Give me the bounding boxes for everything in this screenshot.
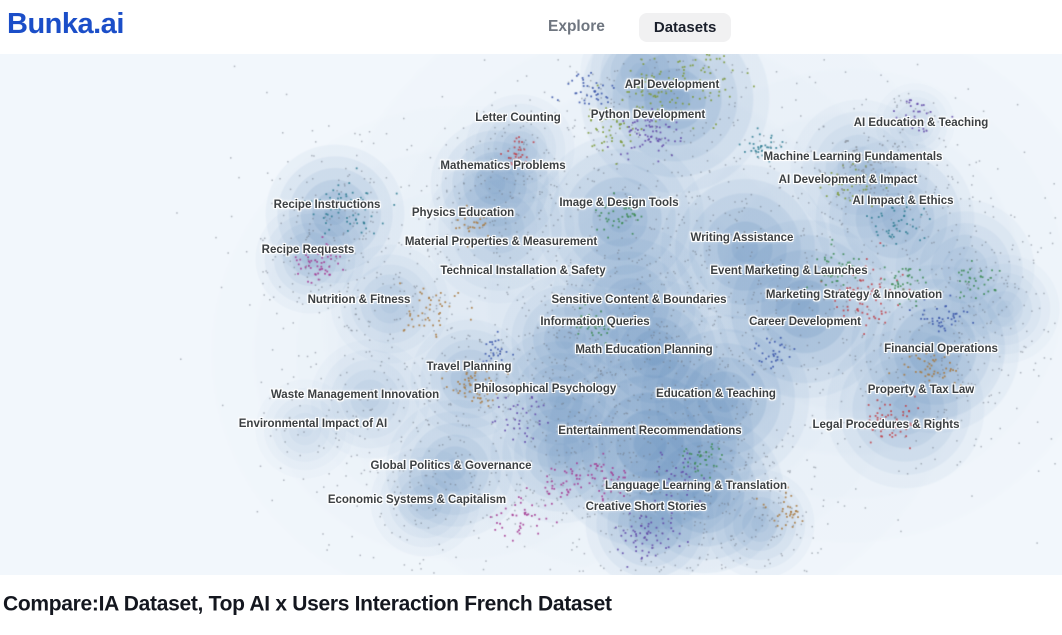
topic-label[interactable]: Education & Teaching [656,388,776,400]
topic-labels-layer: API Development Python Development Letter … [0,54,1062,575]
topic-label[interactable]: Career Development [749,316,861,328]
topic-map[interactable]: API Development Python Development Letter … [0,54,1062,575]
topic-label[interactable]: Language Learning & Translation [604,480,788,492]
topic-label[interactable]: Creative Short Stories [585,501,707,513]
footer: Compare:IA Dataset, Top AI x Users Inter… [0,575,1062,635]
nav-tab-explore[interactable]: Explore [548,18,605,35]
nav-tab-datasets[interactable]: Datasets [638,12,732,42]
topic-label[interactable]: Material Properties & Measurement [404,236,598,248]
topic-label[interactable]: Information Queries [540,316,650,328]
topic-label[interactable]: Travel Planning [426,361,512,373]
topic-label[interactable]: Property & Tax Law [867,384,975,396]
topic-label[interactable]: Sensitive Content & Boundaries [551,294,727,306]
compare-title: Compare:IA Dataset, Top AI x Users Inter… [3,592,612,616]
topic-label[interactable]: Python Development [590,109,706,121]
topic-label[interactable]: Math Education Planning [575,344,713,356]
density-scatter-canvas[interactable] [0,54,1062,575]
topic-label[interactable]: Waste Management Innovation [270,389,440,401]
topic-label[interactable]: AI Education & Teaching [853,117,989,129]
topic-label[interactable]: Financial Operations [884,343,998,355]
topic-label[interactable]: Recipe Instructions [273,199,381,211]
topic-label[interactable]: Global Politics & Governance [370,460,532,472]
topic-label[interactable]: Entertainment Recommendations [558,425,742,437]
topic-label[interactable]: Physics Education [411,207,515,219]
topic-label[interactable]: API Development [624,79,720,91]
topic-label[interactable]: Marketing Strategy & Innovation [765,289,943,301]
topic-label[interactable]: Philosophical Psychology [473,383,617,395]
main-nav: Explore Datasets [548,0,732,54]
topic-label[interactable]: Technical Installation & Safety [440,265,606,277]
topic-label[interactable]: Legal Procedures & Rights [812,419,960,431]
topic-label[interactable]: Economic Systems & Capitalism [327,494,507,506]
logo[interactable]: Bunka.ai [7,8,124,40]
topic-label[interactable]: Machine Learning Fundamentals [763,151,943,163]
topic-label[interactable]: Letter Counting [475,112,561,124]
topic-label[interactable]: Environmental Impact of AI [238,418,388,430]
topic-label[interactable]: Nutrition & Fitness [307,294,411,306]
topic-label[interactable]: AI Impact & Ethics [852,195,954,207]
topic-label[interactable]: AI Development & Impact [778,174,918,186]
header: Bunka.ai Explore Datasets [0,0,1062,54]
topic-label[interactable]: Mathematics Problems [440,160,566,172]
topic-label[interactable]: Recipe Requests [261,244,355,256]
topic-label[interactable]: Image & Design Tools [559,197,679,209]
topic-label[interactable]: Event Marketing & Launches [710,265,868,277]
topic-label[interactable]: Writing Assistance [690,232,794,244]
